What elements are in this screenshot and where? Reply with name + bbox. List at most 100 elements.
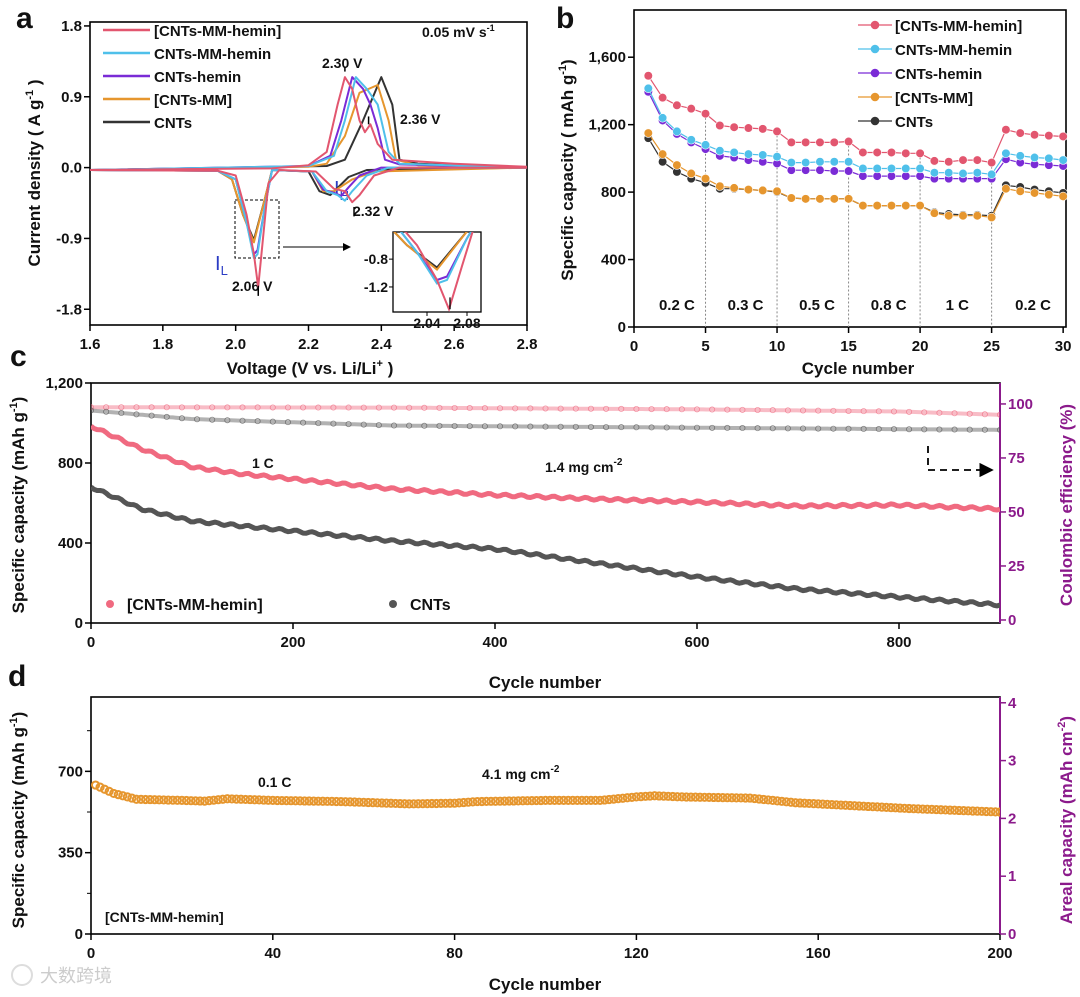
- d-data-point: [949, 805, 960, 815]
- d-data-point: [663, 791, 673, 801]
- d-data-point: [686, 792, 696, 802]
- c-ce-point: [906, 426, 913, 433]
- chart-marks: 1.6 1.8 2.0 2.2 2.4 2.6 2.8 -1.8 -0.9 0.0 0.9 1.8 [C…: [45, 9, 1071, 962]
- d-data-point: [604, 794, 614, 805]
- d-data-point: [213, 795, 223, 805]
- d-data-point: [931, 804, 941, 815]
- c-ce-point: [830, 407, 837, 414]
- d-data-point: [150, 795, 160, 805]
- d-data-point: [286, 796, 296, 806]
- d-data-point: [981, 806, 991, 817]
- c-ce-point: [542, 423, 549, 430]
- b-xtick-label: 0: [630, 338, 638, 355]
- c-ce-point: [709, 424, 716, 431]
- d-data-point: [209, 795, 219, 805]
- d-y2tick-label: 1: [1008, 868, 1016, 885]
- c-xtick-label: 0: [87, 634, 95, 651]
- c-ce-point: [648, 406, 655, 413]
- c-ce-point: [497, 405, 504, 412]
- b-ytick-label: 1,200: [588, 117, 626, 134]
- c-ce-point: [557, 423, 564, 430]
- b-data-point: [786, 157, 796, 168]
- b-legend-marker: [870, 92, 880, 102]
- c-ce-point: [163, 404, 170, 411]
- d-xtick-label: 160: [806, 945, 831, 962]
- b-data-point: [901, 200, 911, 211]
- a-legend-label: [CNTs-MM-hemin]: [154, 23, 281, 40]
- d-data-point: [418, 799, 428, 809]
- b-series-line: [647, 88, 1064, 176]
- d-data-point: [240, 794, 251, 805]
- d-data-point: [809, 799, 819, 809]
- b-data-point: [786, 137, 796, 147]
- b-data-point: [872, 147, 882, 158]
- b-rate-label: 0.2 C: [659, 297, 695, 314]
- c-ce-point: [224, 404, 231, 411]
- b-data-point: [858, 200, 868, 211]
- d-data-point: [159, 795, 169, 805]
- d-data-point: [336, 796, 346, 807]
- c-ce-point: [769, 407, 776, 414]
- a-xtick-label: 1.6: [80, 336, 101, 353]
- c-legend-marker: [389, 600, 397, 608]
- d-data-point: [595, 795, 605, 805]
- c-ce-point: [784, 425, 791, 432]
- d-data-point: [622, 793, 632, 803]
- c-ce-point: [936, 409, 943, 416]
- b-data-point: [987, 157, 997, 168]
- c-ce-point: [921, 426, 928, 433]
- d-data-point: [177, 795, 187, 805]
- d-data-point: [531, 795, 542, 806]
- c-ce-point: [194, 404, 201, 411]
- c-ce-point: [981, 411, 988, 418]
- b-data-point: [700, 174, 711, 184]
- d-sample-label: [CNTs-MM-hemin]: [105, 909, 224, 925]
- d-data-point: [340, 797, 351, 807]
- d-data-point: [459, 797, 469, 808]
- d-data-point: [736, 793, 746, 803]
- c-ce-point: [436, 422, 443, 429]
- c-ce-point: [951, 410, 958, 417]
- c-ce-point: [860, 425, 867, 432]
- c-ce-point: [784, 407, 791, 414]
- c-xtick-label: 600: [684, 634, 709, 651]
- d-rate-label: 0.1 C: [258, 774, 291, 790]
- d-data-point: [777, 796, 787, 806]
- c-ce-point: [466, 423, 473, 430]
- a-zoom-region-box: [234, 199, 280, 259]
- d-data-point: [904, 803, 914, 814]
- c-xlabel: Cycle number: [489, 673, 602, 692]
- c-rate-label: 1 C: [252, 455, 274, 471]
- d-data-point: [445, 798, 455, 808]
- d-data-point: [363, 797, 373, 808]
- d-data-point: [804, 798, 814, 809]
- b-data-point: [958, 155, 968, 165]
- c-ce-point: [269, 418, 276, 425]
- b-data-point: [972, 211, 982, 221]
- c-ce-point: [103, 404, 110, 411]
- b-rate-label: 0.2 C: [1015, 297, 1051, 314]
- d-data-point: [345, 797, 355, 807]
- d-data-point: [845, 800, 855, 811]
- c-ce-point: [330, 404, 337, 411]
- b-data-point: [987, 169, 997, 180]
- c-ce-point: [284, 419, 291, 426]
- d-data-point: [427, 798, 437, 809]
- d-data-point: [131, 794, 142, 804]
- b-legend-label: [CNTs-MM-hemin]: [895, 18, 1022, 35]
- d-data-point: [409, 799, 419, 809]
- a-inset-series: [393, 232, 468, 272]
- b-data-point: [801, 137, 811, 147]
- d-data-point: [890, 803, 901, 813]
- c-ce-point: [133, 411, 140, 418]
- a-legend-label: CNTs: [154, 115, 192, 132]
- c-ce-point: [284, 404, 291, 411]
- b-data-point: [672, 126, 682, 137]
- b-data-point: [758, 150, 768, 160]
- b-data-point: [972, 168, 982, 178]
- c-capacity-series: [91, 424, 1000, 513]
- c-ce-point: [118, 404, 125, 411]
- d-data-point: [795, 798, 805, 808]
- d-data-point: [945, 805, 955, 815]
- d-data-point: [422, 799, 432, 809]
